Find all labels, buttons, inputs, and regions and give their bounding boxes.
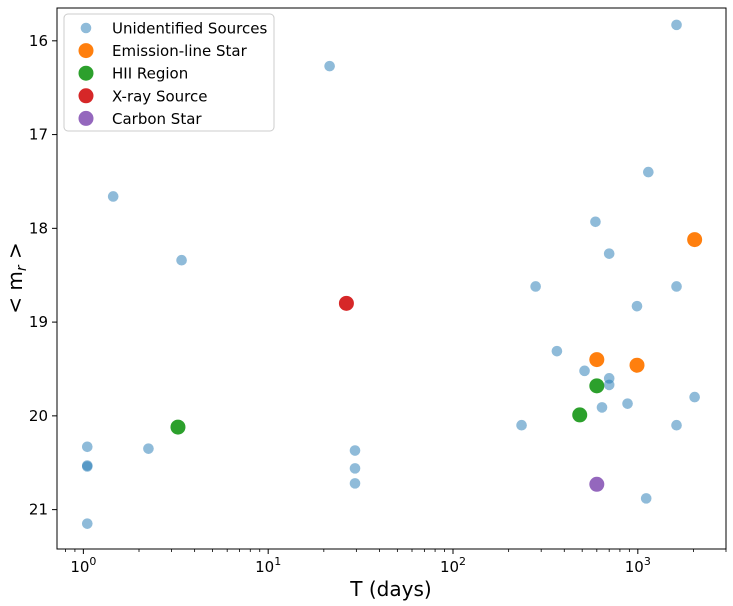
data-point-hii-region	[170, 419, 186, 435]
x-axis-ticks: 100 101 102 103	[65, 549, 727, 576]
legend-box	[63, 13, 275, 132]
legend-label: Carbon Star	[112, 110, 202, 128]
data-point-unidentified-sources	[349, 463, 361, 474]
data-point-unidentified-sources	[349, 478, 361, 489]
data-point-hii-region	[572, 407, 588, 423]
x-tick-label: 102	[440, 555, 466, 576]
legend-marker	[78, 110, 94, 126]
data-point-unidentified-sources	[631, 300, 643, 312]
data-point-unidentified-sources	[671, 419, 682, 431]
data-point-unidentified-sources	[622, 398, 633, 409]
data-point-unidentified-sources	[671, 281, 682, 292]
data-point-unidentified-sources	[671, 19, 682, 31]
x-tick-label: 101	[255, 555, 281, 576]
data-point-carbon-star	[589, 476, 605, 492]
legend-label: Unidentified Sources	[112, 20, 267, 38]
legend-label: HII Region	[112, 65, 188, 83]
legend-marker	[78, 65, 94, 81]
legend-label: Emission-line Star	[112, 42, 248, 60]
data-point-unidentified-sources	[107, 191, 119, 202]
y-tick-label: 16	[29, 32, 48, 50]
y-tick-label: 17	[29, 126, 48, 144]
data-points	[81, 19, 703, 529]
data-point-unidentified-sources	[516, 419, 527, 431]
data-point-unidentified-sources	[603, 379, 615, 391]
data-point-unidentified-sources	[324, 60, 335, 72]
data-point-unidentified-sources	[603, 248, 615, 259]
data-point-unidentified-sources	[590, 216, 601, 228]
legend-marker	[80, 22, 92, 34]
data-point-unidentified-sources	[579, 365, 590, 377]
data-point-unidentified-sources	[81, 461, 93, 472]
y-axis-title-main: < m	[3, 271, 27, 314]
x-tick-label: 103	[625, 555, 651, 576]
data-point-emission-line-star	[687, 232, 703, 248]
data-point-hii-region	[589, 378, 605, 394]
data-point-unidentified-sources	[176, 254, 187, 266]
plot-frame	[56, 7, 727, 550]
y-axis-title-end: >	[3, 242, 27, 265]
y-axis-ticks: 16 17 18 19 20 21	[29, 32, 57, 519]
legend: Unidentified Sources Emission-line Star HI…	[63, 13, 275, 132]
x-axis-title: T (days)	[349, 577, 431, 601]
data-point-unidentified-sources	[81, 441, 93, 453]
data-point-x-ray-source	[338, 295, 354, 311]
data-point-unidentified-sources	[143, 443, 154, 454]
data-point-emission-line-star	[589, 352, 605, 368]
data-point-unidentified-sources	[640, 493, 652, 504]
data-point-unidentified-sources	[349, 445, 361, 456]
legend-marker	[78, 88, 94, 104]
y-tick-label: 18	[29, 219, 48, 237]
data-point-unidentified-sources	[81, 518, 93, 529]
data-point-unidentified-sources	[551, 345, 563, 357]
data-point-unidentified-sources	[530, 281, 541, 292]
data-point-unidentified-sources	[689, 391, 700, 403]
y-tick-label: 21	[29, 501, 48, 519]
y-axis-title-sub: r	[14, 264, 30, 271]
legend-marker	[78, 43, 94, 59]
data-point-unidentified-sources	[643, 166, 654, 178]
y-tick-label: 20	[29, 407, 48, 425]
data-point-emission-line-star	[629, 357, 645, 373]
y-axis-title: < mr >	[3, 242, 30, 314]
legend-label: X-ray Source	[112, 87, 207, 105]
data-point-unidentified-sources	[596, 402, 608, 413]
y-tick-label: 19	[29, 313, 48, 331]
x-tick-label: 100	[70, 555, 96, 576]
